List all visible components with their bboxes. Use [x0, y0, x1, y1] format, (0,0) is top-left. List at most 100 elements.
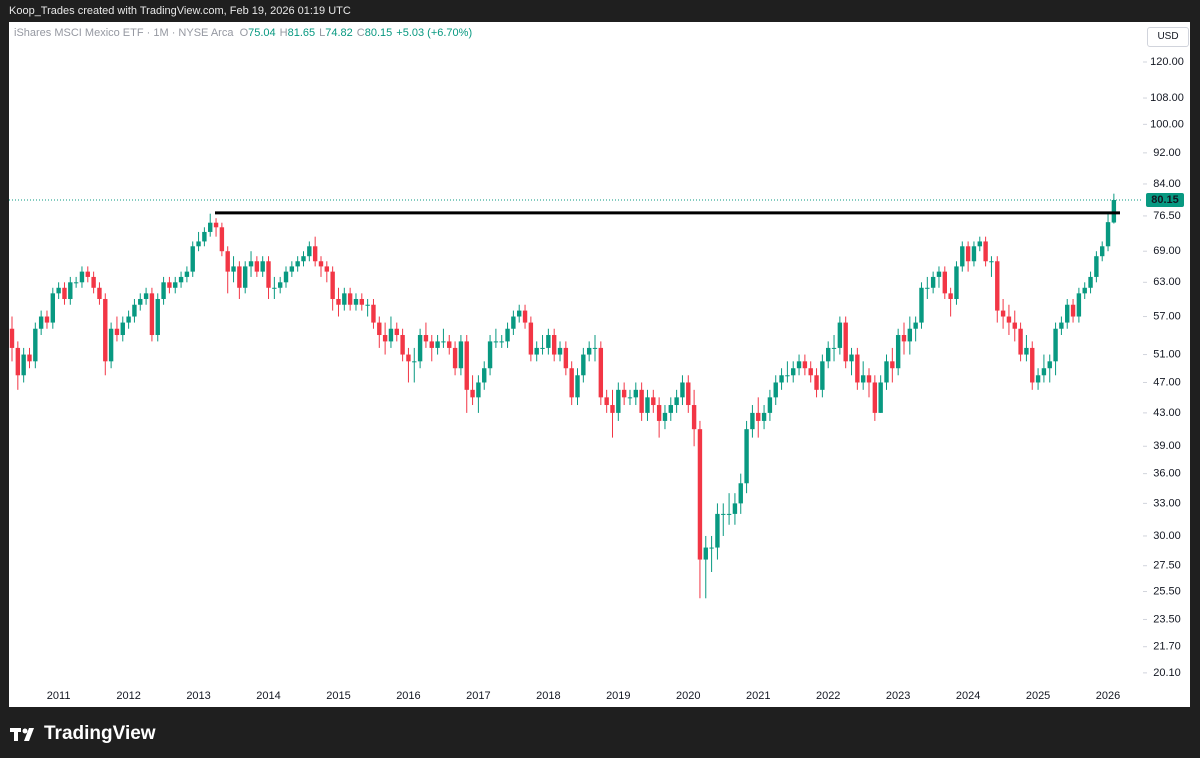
candle-body — [184, 271, 190, 277]
candle-body — [359, 298, 364, 305]
currency-button[interactable]: USD — [1147, 27, 1189, 47]
candle-body — [476, 382, 481, 398]
candle-body — [522, 310, 528, 323]
candle-body — [1024, 347, 1029, 355]
candle-body — [569, 368, 574, 398]
candle-body — [977, 241, 982, 247]
candle-body — [68, 282, 73, 299]
candle-body — [621, 389, 627, 398]
candle-body — [423, 335, 429, 342]
candle-body — [791, 368, 796, 376]
candle-body — [435, 341, 440, 348]
candle-body — [761, 412, 767, 421]
candle-body — [394, 328, 399, 336]
change: +5.03 (+6.70%) — [396, 27, 473, 39]
candle-body — [878, 382, 883, 413]
candle-body — [726, 513, 732, 515]
candle-body — [452, 347, 458, 369]
candle-body — [773, 382, 778, 398]
candle-body — [388, 328, 394, 342]
candle-body — [557, 347, 563, 355]
logo-part — [24, 728, 34, 741]
candle-body — [108, 328, 114, 362]
candle-body — [989, 261, 994, 263]
candle-body — [342, 293, 347, 305]
candle-body — [27, 354, 32, 362]
x-tick-label: 2016 — [396, 690, 420, 702]
candle-body — [983, 241, 988, 262]
candle-body — [458, 341, 464, 369]
candle-body — [919, 287, 924, 323]
candle-body — [1059, 322, 1064, 329]
candle-body — [307, 246, 312, 257]
candle-body — [860, 375, 866, 383]
candle-body — [167, 282, 172, 288]
candle-body — [586, 347, 592, 355]
candle-body — [756, 412, 761, 421]
candle-body — [930, 276, 936, 288]
candle-body — [173, 282, 178, 288]
candle-body — [161, 282, 166, 299]
o-value: 75.04 — [248, 27, 276, 39]
candle-body — [715, 513, 720, 548]
candle-body — [120, 322, 125, 336]
y-tick-label: 51.00 — [1153, 348, 1181, 360]
x-tick-label: 2021 — [746, 690, 770, 702]
y-tick-label: 120.00 — [1150, 56, 1184, 68]
candle-body — [546, 335, 551, 348]
candle-body — [721, 513, 726, 515]
candle-body — [767, 397, 773, 413]
candle-body — [138, 298, 143, 305]
y-tick-label: 108.00 — [1150, 92, 1184, 104]
candle-body — [429, 341, 434, 348]
candle-body — [277, 282, 283, 288]
candle-body — [639, 389, 644, 413]
y-tick-label: 76.50 — [1153, 210, 1181, 222]
candle-body — [965, 246, 971, 262]
x-tick-label: 2024 — [956, 690, 980, 702]
candle-body — [44, 316, 50, 323]
candle-body — [1100, 246, 1105, 257]
candle-body — [499, 341, 504, 343]
x-tick-label: 2023 — [886, 690, 910, 702]
candle-body — [826, 347, 831, 362]
candle-body — [91, 276, 96, 288]
candle-body — [936, 271, 942, 277]
candle-body — [697, 429, 703, 560]
logo-part — [22, 728, 28, 734]
candle-body — [831, 347, 837, 349]
candle-body — [814, 375, 819, 390]
candle-body — [872, 382, 878, 413]
candle-body — [219, 227, 225, 252]
candle-body — [85, 271, 90, 277]
candle-body — [960, 246, 965, 267]
candle-body — [1047, 361, 1052, 369]
c-label: C — [356, 27, 365, 39]
l-value: 74.82 — [325, 27, 353, 39]
x-tick-label: 2017 — [466, 690, 490, 702]
l-label: L — [319, 27, 326, 39]
y-tick-label: 25.50 — [1153, 585, 1181, 597]
candle-body — [901, 335, 907, 342]
x-tick-label: 2012 — [116, 690, 140, 702]
candle-body — [178, 276, 184, 283]
y-tick-label: 23.50 — [1153, 613, 1181, 625]
candle-body — [598, 347, 604, 398]
candle-body — [1076, 293, 1082, 317]
candle-body — [645, 397, 650, 413]
c-value: 80.15 — [364, 27, 393, 39]
candle-body — [505, 328, 510, 342]
candle-body — [575, 375, 580, 398]
candle-body — [377, 322, 382, 336]
y-tick-label: 57.00 — [1153, 310, 1181, 322]
candle-body — [38, 316, 44, 329]
logo-part — [14, 728, 18, 741]
last-price-label: 80.15 — [1151, 194, 1179, 206]
candle-body — [9, 328, 15, 348]
candle-body — [1035, 375, 1041, 383]
y-tick-label: 84.00 — [1153, 178, 1181, 190]
attribution: Koop_Trades created with TradingView.com… — [9, 5, 351, 17]
candle-body — [382, 335, 388, 342]
candle-body — [971, 246, 977, 262]
candle-body — [347, 293, 353, 305]
